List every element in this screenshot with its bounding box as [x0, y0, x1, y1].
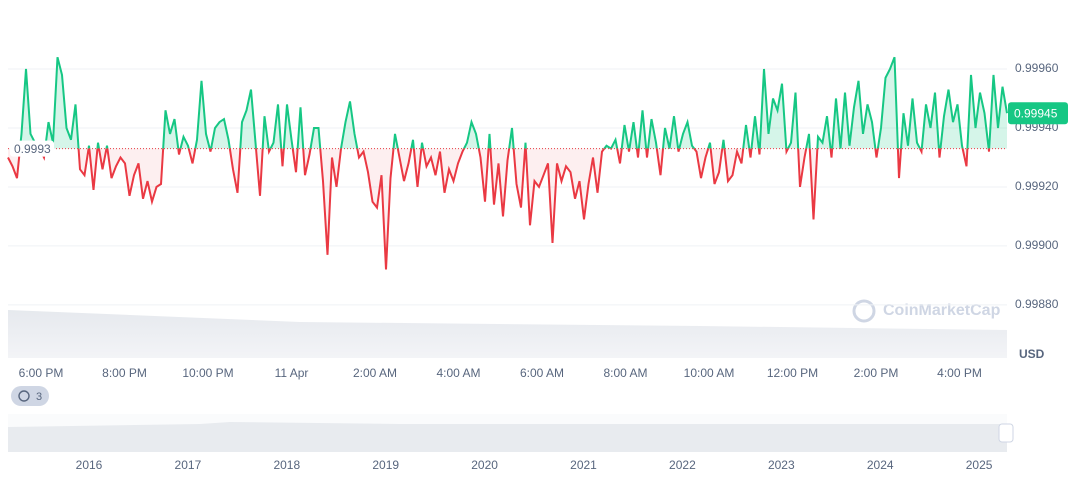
- baseline-label: 0.9993: [14, 142, 51, 156]
- currency: USD: [1019, 347, 1045, 361]
- history-badge[interactable]: 3: [11, 386, 49, 406]
- navigator-year: 2022: [669, 458, 696, 472]
- volume-area: [8, 310, 1007, 358]
- line-up: [18, 56, 1008, 149]
- navigator-year: 2023: [768, 458, 795, 472]
- x-tick-label: 4:00 PM: [937, 366, 982, 380]
- navigator-year: 2025: [966, 458, 993, 472]
- x-tick-label: 10:00 AM: [684, 366, 735, 380]
- x-tick-label: 10:00 PM: [182, 366, 233, 380]
- y-tick-label: 0.99880: [1015, 297, 1059, 311]
- navigator-year: 2016: [76, 458, 103, 472]
- line-down: [7, 148, 991, 270]
- x-tick-label: 2:00 AM: [353, 366, 397, 380]
- x-tick-label: 4:00 AM: [436, 366, 480, 380]
- watermark: CoinMarketCap: [852, 299, 1001, 323]
- watermark-text: CoinMarketCap: [883, 302, 1001, 319]
- baseline-tag: [10, 140, 54, 157]
- x-tick-label: 6:00 AM: [520, 366, 564, 380]
- y-tick-label: 0.99960: [1015, 61, 1059, 75]
- price-tag: [1008, 102, 1068, 125]
- y-tick-label: 0.99920: [1015, 179, 1059, 193]
- x-tick-label: 2:00 PM: [854, 366, 899, 380]
- badge-count: 3: [36, 391, 42, 403]
- price-label: 0.99945: [1014, 106, 1058, 120]
- navigator-year: 2017: [175, 458, 202, 472]
- x-tick-label: 8:00 AM: [603, 366, 647, 380]
- navigator[interactable]: [8, 414, 1014, 452]
- navigator-year: 2024: [867, 458, 894, 472]
- x-tick-label: 12:00 PM: [767, 366, 818, 380]
- x-tick-label: 8:00 PM: [102, 366, 147, 380]
- navigator-year: 2021: [570, 458, 597, 472]
- navigator-year: 2020: [471, 458, 498, 472]
- x-tick-label: 6:00 PM: [19, 366, 64, 380]
- y-tick-label: 0.99900: [1015, 238, 1059, 252]
- navigator-year: 2019: [372, 458, 399, 472]
- x-tick-label: 11 Apr: [275, 366, 309, 380]
- navigator-year: 2018: [273, 458, 300, 472]
